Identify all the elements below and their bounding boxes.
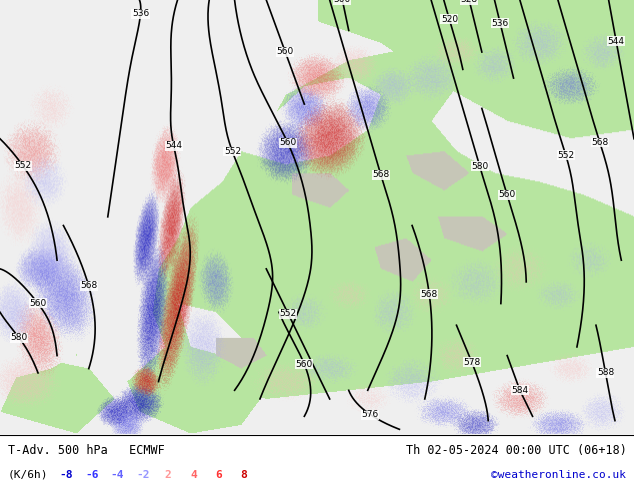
Text: 536: 536: [491, 19, 508, 27]
Text: 580: 580: [10, 333, 27, 342]
Text: 560: 560: [279, 138, 296, 147]
Text: 568: 568: [372, 170, 389, 179]
Text: 6: 6: [216, 470, 222, 480]
Text: 588: 588: [597, 368, 614, 377]
Text: 4: 4: [190, 470, 197, 480]
Text: 568: 568: [420, 290, 438, 299]
Text: 580: 580: [471, 162, 488, 171]
Text: 576: 576: [362, 410, 379, 419]
Text: 560: 560: [295, 360, 313, 368]
Text: 552: 552: [280, 310, 297, 318]
Text: -4: -4: [110, 470, 124, 480]
Text: ©weatheronline.co.uk: ©weatheronline.co.uk: [491, 470, 626, 480]
Text: 552: 552: [224, 147, 241, 156]
Text: -8: -8: [60, 470, 74, 480]
Text: 528: 528: [460, 0, 478, 4]
Text: 560: 560: [29, 299, 46, 308]
Text: 584: 584: [511, 386, 529, 395]
Text: 8: 8: [241, 470, 247, 480]
Text: 536: 536: [132, 9, 149, 18]
Text: (K/6h): (K/6h): [8, 470, 48, 480]
Text: 552: 552: [14, 161, 31, 170]
Text: 500: 500: [333, 0, 351, 4]
Text: 578: 578: [463, 358, 481, 367]
Text: T-Adv. 500 hPa   ECMWF: T-Adv. 500 hPa ECMWF: [8, 444, 164, 457]
Text: -2: -2: [136, 470, 150, 480]
Text: 568: 568: [592, 138, 609, 147]
Text: 544: 544: [165, 142, 182, 150]
Text: 560: 560: [498, 190, 515, 199]
Text: 520: 520: [441, 15, 458, 24]
Text: -6: -6: [85, 470, 99, 480]
Text: 560: 560: [276, 47, 294, 56]
Text: 2: 2: [165, 470, 171, 480]
Text: 552: 552: [557, 150, 574, 160]
Text: Th 02-05-2024 00:00 UTC (06+18): Th 02-05-2024 00:00 UTC (06+18): [406, 444, 626, 457]
Text: 544: 544: [607, 37, 624, 46]
Text: 568: 568: [80, 281, 97, 291]
